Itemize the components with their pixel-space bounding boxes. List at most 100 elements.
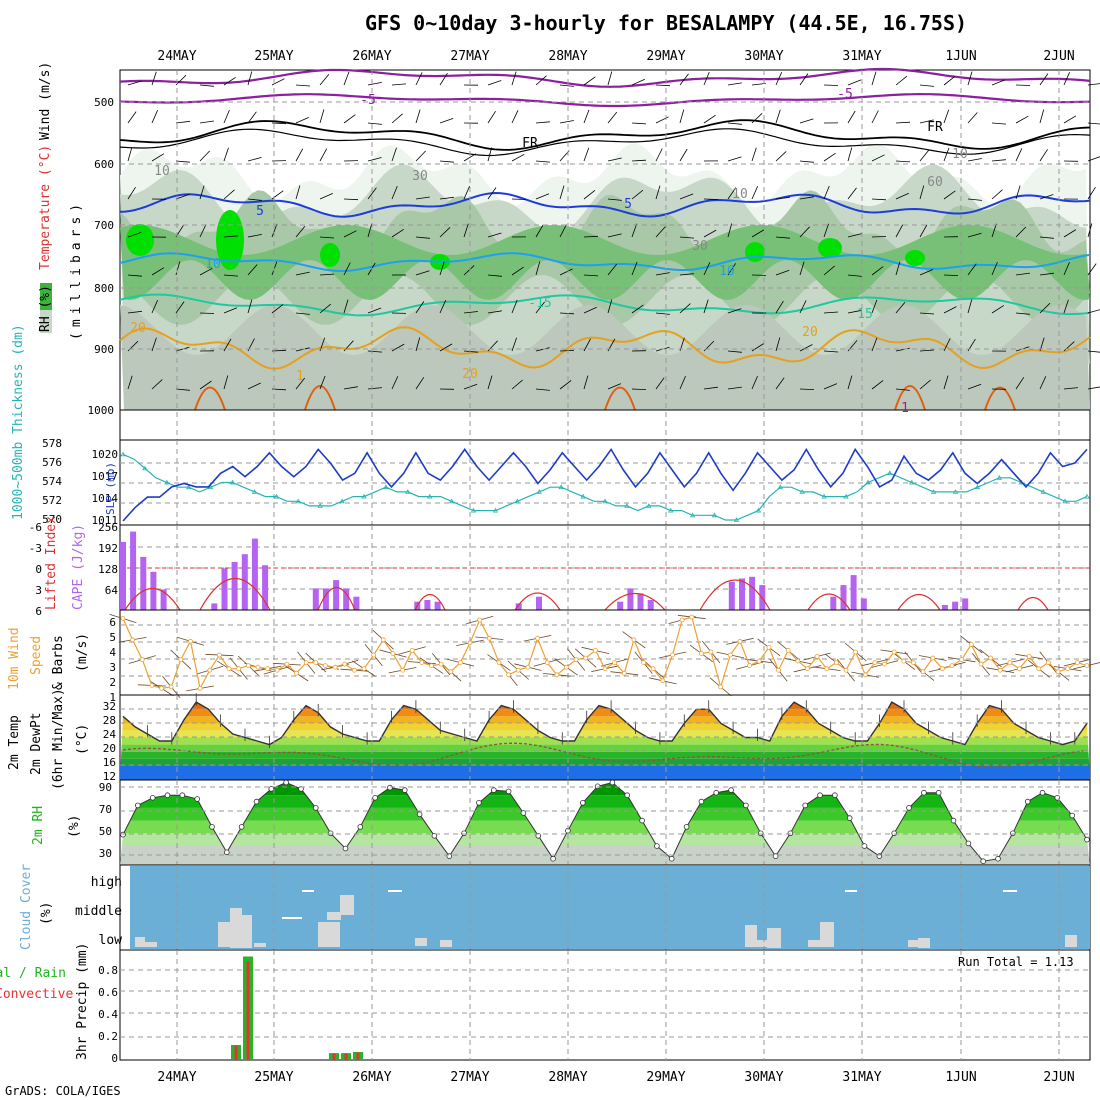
li-tick: 3 (35, 584, 42, 597)
cloud-cover-unit: (%) (39, 902, 54, 925)
thickness-marker (865, 479, 871, 485)
wind-barb (919, 269, 934, 276)
pressure-tick: 1000 (88, 404, 115, 417)
rh-marker (802, 802, 808, 809)
wind-barb (319, 273, 335, 276)
wind-barb (823, 265, 835, 276)
wind-barb (439, 160, 454, 163)
wind-barb (919, 349, 935, 352)
cape-bar (353, 596, 360, 610)
wind-barb (775, 197, 790, 200)
wind-barb (535, 193, 550, 200)
wind-barb (247, 382, 261, 390)
wind-barb (199, 84, 214, 87)
wind-barb (607, 263, 618, 276)
wind-barb (487, 147, 493, 162)
wind-marker (940, 666, 945, 672)
wind-barb (727, 308, 742, 314)
wind-marker (496, 660, 502, 665)
temp-line (122, 701, 1088, 746)
wind-barb (847, 110, 856, 124)
wind-barb (703, 114, 716, 124)
wind-barb (343, 386, 358, 390)
cloud-block (318, 922, 340, 947)
wind-barb (895, 75, 908, 86)
wind-marker (564, 664, 569, 670)
thickness-marker (142, 465, 148, 471)
cloud-block (767, 928, 781, 948)
wind-barb (535, 224, 544, 238)
rh-marker (179, 792, 186, 798)
rh-marker (624, 792, 630, 798)
rh-band (120, 795, 1090, 808)
wind-tick: 3 (109, 661, 116, 674)
wind-marker (843, 667, 849, 673)
wind-barb (175, 388, 190, 391)
wind-barb (1039, 376, 1047, 390)
rh-marker (817, 792, 823, 798)
thickness-marker (952, 489, 959, 494)
rh-marker (149, 794, 156, 801)
rh-marker (401, 787, 408, 793)
wind-barb (631, 388, 647, 390)
rh-marker (683, 824, 690, 830)
rh-marker (431, 832, 438, 839)
li-curve (1017, 596, 1049, 611)
precip-conv-bar (356, 1052, 360, 1060)
wind-barb (943, 147, 950, 162)
temp-band (120, 723, 1090, 731)
wind-barb (247, 299, 253, 314)
contour-warm (304, 385, 336, 411)
thickness-marker (733, 517, 740, 522)
cloud-level-label: low (99, 933, 123, 948)
wind-barb (439, 343, 453, 352)
wind-barb (295, 312, 310, 315)
dewpoint-line (122, 742, 1088, 768)
wind-barb (1015, 377, 1025, 390)
rh-band (120, 782, 1090, 796)
wind-barb (487, 274, 502, 277)
thickness-tick: 570 (42, 513, 62, 526)
cloud-block (757, 940, 767, 947)
date-label-bottom: 30MAY (744, 1070, 783, 1085)
cape-bar (160, 589, 167, 610)
wind-marker (409, 648, 415, 653)
wind-marker (1017, 666, 1022, 672)
wind-marker (930, 655, 936, 661)
wind-barb (439, 196, 454, 200)
wind-barb (487, 375, 493, 390)
thickness-marker (536, 489, 542, 494)
thickness-marker (909, 479, 915, 485)
precip-conv-bar (246, 961, 250, 1060)
wind-barb (775, 151, 787, 162)
thickness-marker (273, 493, 280, 499)
wind-barb (655, 185, 661, 200)
li-tick: -3 (29, 542, 42, 555)
wind-barb (391, 83, 407, 86)
wind-barb (319, 109, 325, 124)
wind-barb (823, 185, 830, 200)
rh-marker (846, 815, 853, 821)
rh-marker (135, 802, 141, 809)
thickness-marker (930, 489, 937, 494)
slp-tick: 1017 (92, 470, 119, 483)
wind-barb (967, 158, 982, 162)
temp-band (120, 737, 1090, 745)
rh-marker (594, 783, 601, 790)
wind-barb (271, 122, 287, 125)
wind-marker (236, 666, 242, 672)
thickness-marker (689, 512, 696, 518)
millibars-label: (millibars) (69, 199, 84, 340)
wind-barb (655, 148, 663, 162)
cape-bar (262, 565, 269, 610)
cape-bar (830, 596, 837, 610)
wind-barb (631, 122, 647, 125)
wind-barb (703, 229, 717, 238)
contour-label: FR (522, 136, 538, 151)
wind-barb (727, 350, 742, 353)
wind-barb (607, 71, 613, 86)
rh-marker (861, 843, 868, 849)
wind-marker (978, 661, 984, 667)
wind-marker (805, 666, 810, 672)
